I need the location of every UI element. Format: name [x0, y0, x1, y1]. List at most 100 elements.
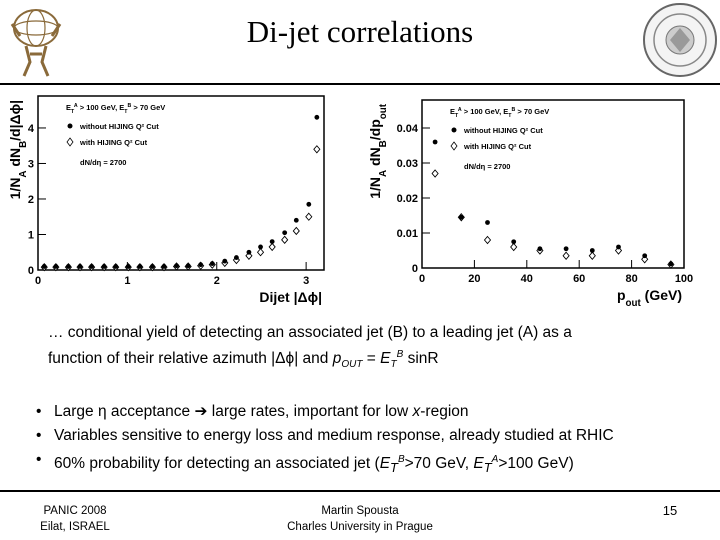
- data-point-with-cut: [483, 235, 492, 245]
- data-point-without-cut: [234, 255, 239, 260]
- eta-e: E: [473, 455, 484, 473]
- footer-author: Martin Spousta Charles University in Pra…: [270, 503, 450, 535]
- eta-a-symbol: ETA: [473, 454, 499, 476]
- bullet-1-x: x: [412, 403, 421, 420]
- data-point-without-cut: [137, 264, 143, 269]
- data-point-without-cut: [65, 264, 71, 269]
- x-axis-label: pout (GeV): [617, 287, 682, 306]
- etb-sub: T: [390, 460, 398, 476]
- data-point-without-cut: [668, 261, 674, 267]
- title-divider: [0, 83, 720, 85]
- data-point-without-cut: [589, 248, 595, 253]
- data-point-without-cut: [642, 253, 648, 259]
- x-tick-label: 0: [35, 275, 41, 287]
- eta-sub: T: [483, 460, 492, 476]
- x-tick-label: 80: [625, 273, 637, 285]
- bullet-1: Large η acceptance ➔ large rates, import…: [34, 400, 714, 424]
- caption-equals: =: [362, 350, 381, 368]
- etb-e: E: [379, 455, 391, 473]
- x-tick-label: 100: [675, 273, 693, 285]
- chart-delta-phi: 0 1 2 3 0 1 2 3 4 Dijet |Δϕ| 1/NA dNB/d|Δϕ| ETA > 1…: [0, 88, 350, 312]
- data-point-without-cut: [511, 239, 517, 245]
- y-tick-label: 0: [412, 263, 418, 275]
- chart-pout: 0 20 40 60 80 100 0 0.01 0.02 0.03 0.04 pout (GeV) 1…: [360, 92, 710, 309]
- eta-sup: A: [491, 454, 499, 465]
- data-point-with-cut: [510, 242, 518, 252]
- legend-multiplicity: dN/dη = 2700: [464, 162, 510, 171]
- bullet-1-a: Large: [54, 403, 98, 420]
- data-point-without-cut: [161, 264, 167, 269]
- bullet-3: 60% probability for detecting an associa…: [34, 448, 714, 480]
- data-point-with-cut: [305, 212, 313, 221]
- bullet-3-a: 60% probability for detecting an associa…: [54, 455, 380, 473]
- y-axis-label: 1/NA dNB/dpout: [367, 103, 389, 198]
- pout-p: p: [332, 350, 342, 368]
- data-point-without-cut: [563, 246, 569, 252]
- bullet-3-b: >70 GeV,: [404, 455, 474, 473]
- data-point-without-cut: [432, 139, 438, 145]
- arrow-icon: ➔: [194, 403, 208, 420]
- eta-symbol: η: [97, 403, 107, 420]
- data-point-without-cut: [258, 244, 263, 250]
- legend-marker-filled: [67, 123, 73, 129]
- data-point-with-cut: [588, 251, 596, 260]
- bullet-3-c: >100 GeV): [498, 455, 574, 473]
- plot-frame: [37, 95, 325, 271]
- data-point-with-cut: [431, 169, 439, 178]
- data-point-with-cut: [292, 226, 300, 236]
- delta-phi-symbol: Δϕ: [275, 350, 295, 368]
- data-point-without-cut: [458, 214, 464, 220]
- data-point-without-cut: [246, 249, 252, 255]
- data-point-without-cut: [293, 217, 299, 223]
- atlas-logo: [6, 2, 70, 78]
- x-tick-label: 1: [124, 275, 130, 287]
- bullet-1-d: -region: [420, 403, 469, 420]
- data-point-with-cut: [313, 145, 321, 154]
- author-affiliation: Charles University in Prague: [287, 521, 433, 533]
- legend-marker-open: [450, 141, 458, 151]
- y-tick-label: 0: [28, 265, 34, 277]
- data-point-without-cut: [125, 264, 131, 269]
- x-tick-label: 40: [521, 273, 533, 285]
- et-e: E: [380, 350, 391, 368]
- slide-title: Di-jet correlations: [246, 14, 474, 49]
- data-point-without-cut: [209, 261, 215, 267]
- y-tick-label: 0.04: [397, 123, 419, 135]
- author-name: Martin Spousta: [321, 505, 399, 517]
- conference-name: PANIC 2008: [43, 505, 107, 517]
- caption: … conditional yield of detecting an asso…: [48, 322, 708, 376]
- y-tick-label: 0.03: [397, 158, 418, 170]
- bullet-1-b: acceptance: [106, 403, 195, 420]
- y-tick-label: 0.01: [397, 228, 418, 240]
- legend-without-cut: without HIJING Q² Cut: [463, 126, 543, 135]
- bullet-1-c: large rates, important for low: [207, 403, 413, 420]
- data-point-with-cut: [256, 248, 265, 257]
- delta-phi-plot: 0 1 2 3 0 1 2 3 4 Dijet |Δϕ| 1/NA dNB/d|Δϕ| ETA > 1…: [7, 95, 325, 305]
- et-subscript: T: [390, 359, 397, 371]
- data-point-without-cut: [616, 244, 621, 250]
- legend-without-cut: without HIJING Q² Cut: [79, 122, 159, 131]
- x-tick-label: 2: [214, 275, 220, 287]
- data-point-with-cut: [562, 251, 570, 260]
- data-point-without-cut: [174, 263, 179, 269]
- x-tick-label: 0: [419, 273, 425, 285]
- plot-frame: [421, 99, 685, 269]
- x-tick-label: 60: [573, 273, 585, 285]
- bullet-2: Variables sensitive to energy loss and m…: [34, 424, 714, 448]
- x-axis-label: Dijet |Δϕ|: [259, 289, 322, 305]
- pout-symbol: pOUT: [332, 350, 363, 370]
- data-point-without-cut: [41, 264, 47, 269]
- university-seal: [640, 0, 720, 80]
- y-axis-label: 1/NA dNB/d|Δϕ|: [7, 100, 29, 199]
- conference-location: Eilat, ISRAEL: [40, 521, 110, 533]
- etb-symbol: ETB: [379, 454, 405, 476]
- data-point-without-cut: [198, 262, 204, 268]
- data-point-without-cut: [89, 264, 95, 269]
- data-point-without-cut: [185, 263, 191, 269]
- y-tick-label: 0.02: [397, 193, 418, 205]
- et-superscript: B: [396, 349, 404, 360]
- legend-cuts: ETA > 100 GeV, ETB > 70 GeV: [66, 103, 165, 115]
- x-tick-label: 3: [303, 275, 309, 287]
- etb-sup: B: [397, 454, 405, 465]
- y-tick-label: 2: [28, 194, 34, 206]
